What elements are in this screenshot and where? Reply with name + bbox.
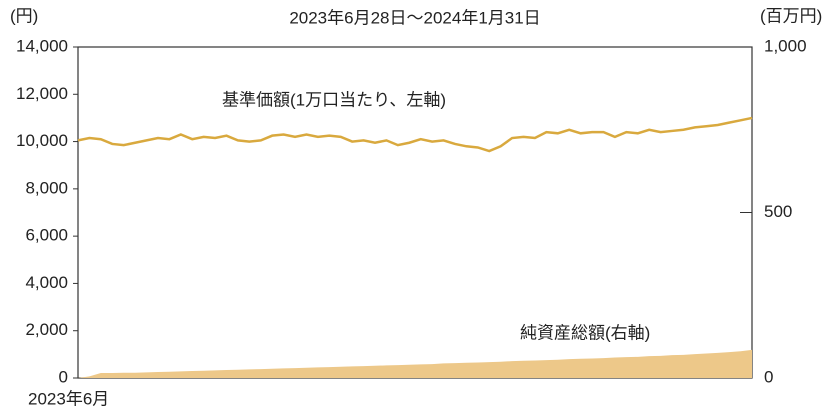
y-tick-label: 4,000 — [25, 273, 68, 292]
line — [77, 116, 753, 153]
y2-tick-label: 0 — [764, 367, 773, 386]
y-tick-label: 6,000 — [25, 226, 68, 245]
x-tick-label: 2023年6月 — [28, 389, 109, 408]
chart-title: 2023年6月28日～2024年1月31日 — [289, 8, 540, 27]
series-label: 純資産総額(右軸) — [520, 323, 650, 342]
y-tick-label: 2,000 — [25, 320, 68, 339]
y-tick-label: 8,000 — [25, 178, 68, 197]
y2-axis-label: (百万円) — [760, 6, 822, 25]
y-tick-label: 0 — [59, 367, 68, 386]
y2-tick-label: 1,000 — [764, 36, 807, 55]
area — [78, 349, 752, 378]
y2-tick-label: 500 — [764, 202, 792, 221]
y-tick-label: 10,000 — [16, 131, 68, 150]
y-tick-label: 14,000 — [16, 36, 68, 55]
y-tick-label: 12,000 — [16, 84, 68, 103]
series-label: 基準価額(1万口当たり、左軸) — [222, 90, 446, 109]
y-axis-label: (円) — [10, 6, 38, 25]
